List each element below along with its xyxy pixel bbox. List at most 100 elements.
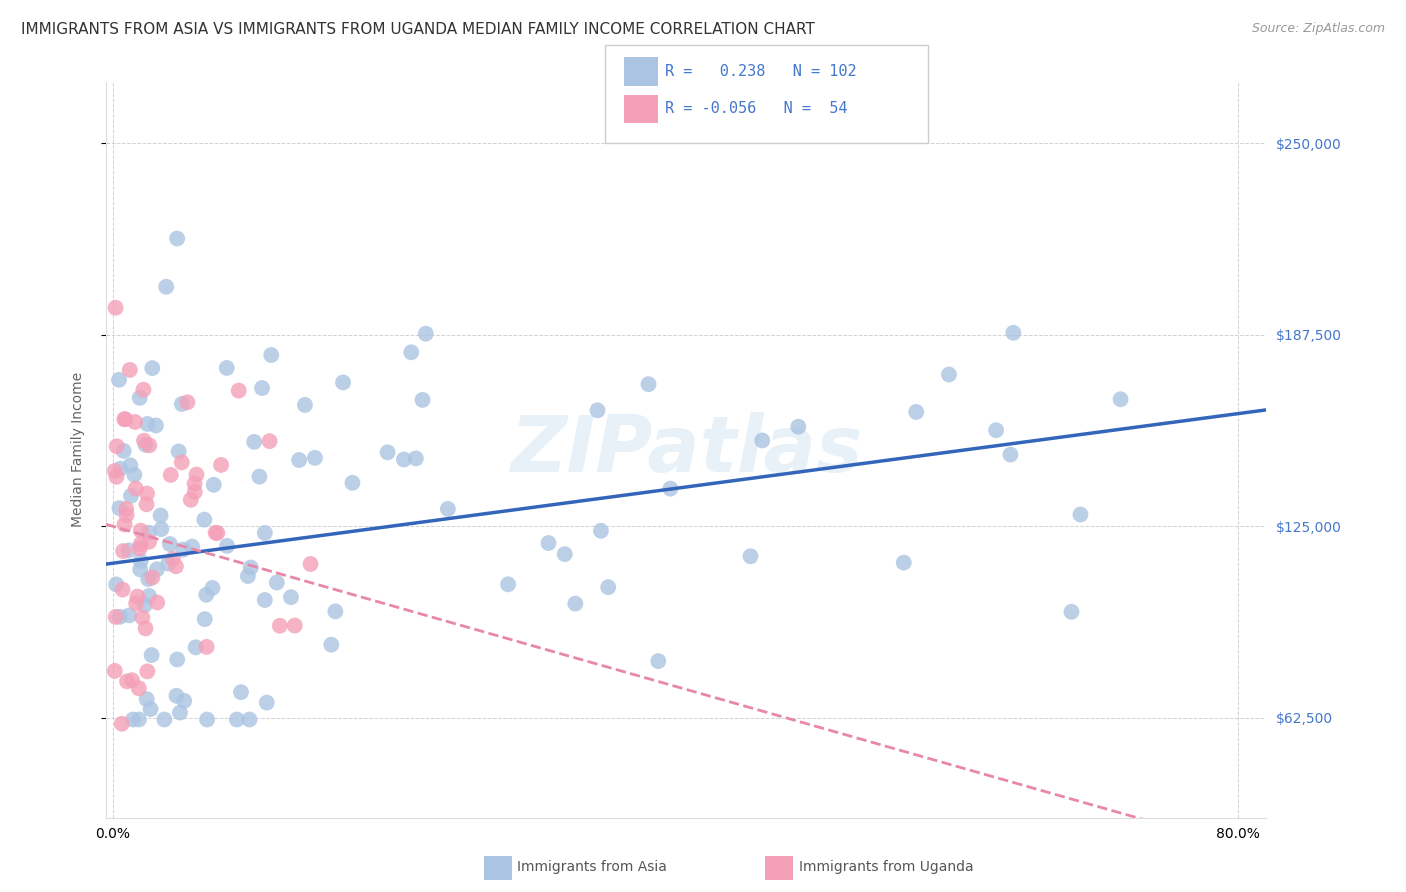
- Point: [415, 326, 437, 341]
- Point: [105, 577, 128, 591]
- Point: [121, 673, 143, 688]
- Point: [110, 461, 132, 475]
- Point: [105, 470, 128, 484]
- Point: [589, 524, 612, 538]
- Point: [173, 694, 195, 708]
- Point: [165, 689, 187, 703]
- Point: [299, 557, 322, 571]
- Point: [207, 526, 229, 541]
- Point: [284, 618, 307, 632]
- Point: [122, 713, 145, 727]
- Point: [893, 556, 915, 570]
- Point: [112, 412, 135, 426]
- Point: [129, 562, 152, 576]
- Point: [201, 581, 224, 595]
- Point: [195, 588, 218, 602]
- Point: [1000, 448, 1022, 462]
- Text: Source: ZipAtlas.com: Source: ZipAtlas.com: [1251, 22, 1385, 36]
- Point: [132, 434, 155, 448]
- Point: [138, 589, 160, 603]
- Point: [166, 652, 188, 666]
- Point: [141, 648, 163, 662]
- Point: [332, 376, 354, 390]
- Point: [1069, 508, 1091, 522]
- Point: [250, 381, 273, 395]
- Point: [194, 612, 217, 626]
- Point: [159, 467, 181, 482]
- Point: [138, 438, 160, 452]
- Point: [193, 513, 215, 527]
- Point: [128, 713, 150, 727]
- Point: [145, 418, 167, 433]
- Point: [202, 477, 225, 491]
- Point: [124, 467, 146, 482]
- Point: [195, 640, 218, 654]
- Point: [243, 434, 266, 449]
- Point: [905, 405, 928, 419]
- Point: [134, 598, 156, 612]
- Point: [411, 392, 433, 407]
- Point: [238, 713, 260, 727]
- Point: [586, 403, 609, 417]
- Point: [138, 525, 160, 540]
- Point: [114, 517, 136, 532]
- Point: [184, 484, 207, 499]
- Point: [117, 543, 139, 558]
- Point: [204, 525, 226, 540]
- Point: [125, 596, 148, 610]
- Point: [136, 665, 159, 679]
- Point: [150, 522, 173, 536]
- Point: [114, 412, 136, 426]
- Point: [253, 525, 276, 540]
- Point: [564, 597, 586, 611]
- Point: [124, 415, 146, 429]
- Point: [1060, 605, 1083, 619]
- Point: [280, 590, 302, 604]
- Point: [141, 361, 163, 376]
- Point: [659, 482, 682, 496]
- Point: [342, 475, 364, 490]
- Point: [105, 439, 128, 453]
- Point: [131, 610, 153, 624]
- Point: [405, 451, 427, 466]
- Point: [120, 489, 142, 503]
- Point: [128, 391, 150, 405]
- Point: [165, 559, 187, 574]
- Point: [304, 450, 326, 465]
- Point: [186, 467, 208, 482]
- Point: [159, 537, 181, 551]
- Point: [129, 537, 152, 551]
- Point: [138, 534, 160, 549]
- Point: [740, 549, 762, 564]
- Point: [229, 685, 252, 699]
- Point: [104, 664, 127, 678]
- Point: [104, 464, 127, 478]
- Point: [751, 434, 773, 448]
- Point: [149, 508, 172, 523]
- Point: [269, 619, 291, 633]
- Point: [437, 502, 460, 516]
- Point: [181, 540, 204, 554]
- Point: [1109, 392, 1132, 407]
- Point: [183, 476, 205, 491]
- Point: [392, 452, 415, 467]
- Point: [637, 377, 659, 392]
- Point: [170, 455, 193, 469]
- Point: [108, 501, 131, 516]
- Point: [184, 640, 207, 655]
- Text: IMMIGRANTS FROM ASIA VS IMMIGRANTS FROM UGANDA MEDIAN FAMILY INCOME CORRELATION : IMMIGRANTS FROM ASIA VS IMMIGRANTS FROM …: [21, 22, 815, 37]
- Point: [236, 569, 259, 583]
- Point: [134, 621, 156, 635]
- Point: [167, 444, 190, 458]
- Point: [146, 562, 169, 576]
- Point: [256, 696, 278, 710]
- Point: [146, 595, 169, 609]
- Point: [141, 570, 163, 584]
- Point: [118, 608, 141, 623]
- Point: [127, 590, 149, 604]
- Point: [115, 502, 138, 516]
- Point: [377, 445, 399, 459]
- Point: [166, 231, 188, 245]
- Point: [139, 702, 162, 716]
- Point: [787, 419, 810, 434]
